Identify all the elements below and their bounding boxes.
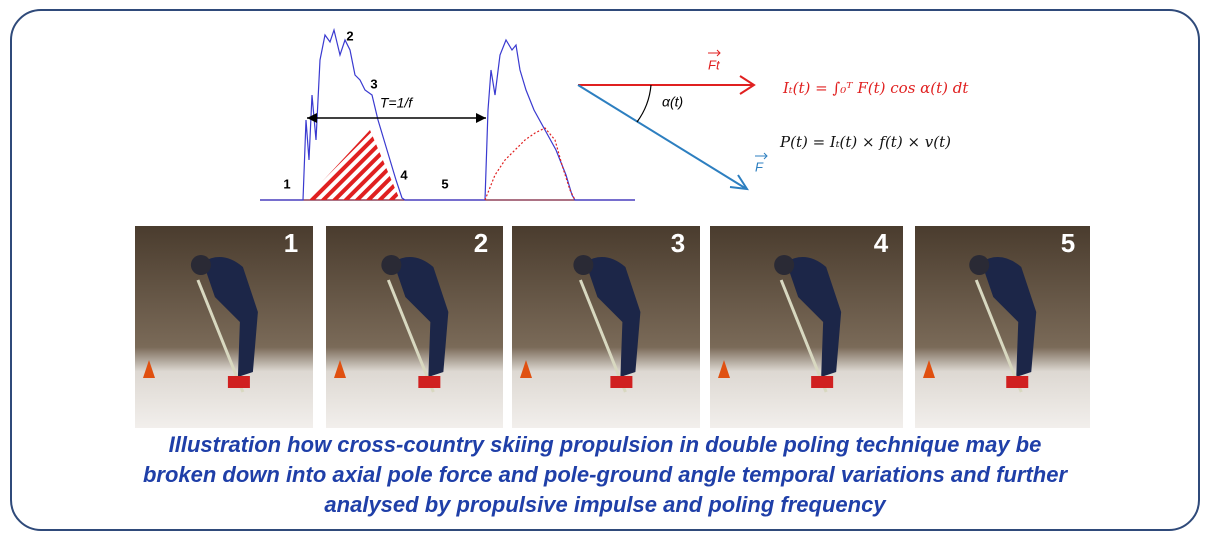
phase-label: 5: [441, 176, 448, 191]
boot: [228, 376, 250, 388]
caption-line: broken down into axial pole force and po…: [143, 462, 1069, 487]
phase-label: 1: [283, 176, 290, 191]
photo-label: 3: [671, 228, 685, 258]
boot: [610, 376, 632, 388]
skier-head: [969, 255, 989, 275]
boot: [811, 376, 833, 388]
vector-label: Ft: [708, 57, 721, 72]
equation: P(t) = Iₜ(t) × f(t) × v(t): [779, 133, 951, 151]
boot: [1006, 376, 1028, 388]
phase-label: 4: [400, 167, 408, 182]
photo-label: 5: [1061, 228, 1075, 258]
skier-head: [191, 255, 211, 275]
photo-label: 4: [874, 228, 889, 258]
skier-head: [573, 255, 593, 275]
phase-label: 2: [346, 28, 353, 43]
photo-label: 2: [474, 228, 488, 258]
skier-head: [774, 255, 794, 275]
boot: [418, 376, 440, 388]
figure: 1 2 3 4 5 T=1/f α(t) Ft F Iₜ(t) = ∫₀ᵀ F(…: [0, 0, 1211, 539]
equation: Iₜ(t) = ∫₀ᵀ F(t) cos α(t) dt: [782, 79, 969, 97]
photo-strip: 1 2 3 4 5: [135, 226, 1090, 428]
vector-label: F: [755, 159, 764, 174]
caption-line: analysed by propulsive impulse and polin…: [324, 492, 887, 517]
phase-label: 3: [370, 76, 377, 91]
photo-label: 1: [284, 228, 298, 258]
caption-line: Illustration how cross-country skiing pr…: [169, 432, 1042, 457]
angle-label: α(t): [662, 94, 683, 110]
skier-head: [381, 255, 401, 275]
period-label: T=1/f: [380, 95, 414, 111]
